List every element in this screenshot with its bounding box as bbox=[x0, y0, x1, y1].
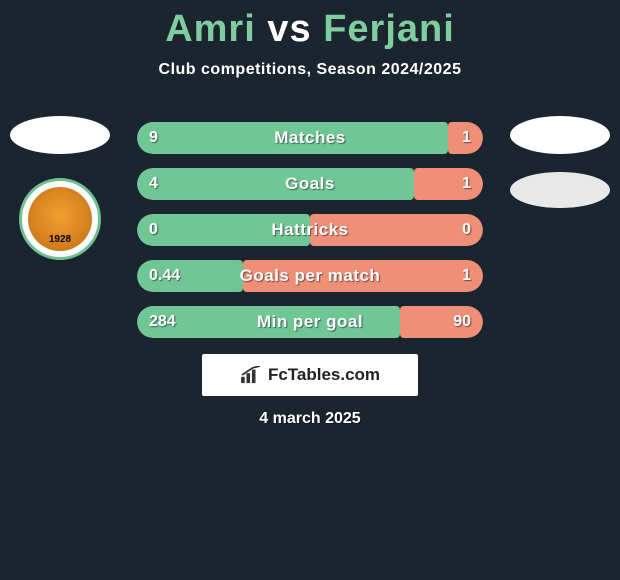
stat-label: Goals per match bbox=[137, 260, 483, 292]
stat-bars-container: 91Matches 41Goals 00Hattricks 0.441Goals pe… bbox=[137, 122, 483, 352]
comparison-subtitle: Club competitions, Season 2024/2025 bbox=[0, 61, 620, 79]
brand-text: FcTables.com bbox=[268, 365, 380, 385]
stat-row: 91Matches bbox=[137, 122, 483, 154]
player2-name: Ferjani bbox=[323, 8, 455, 50]
player1-avatar-placeholder bbox=[10, 116, 110, 154]
footer-date: 4 march 2025 bbox=[0, 410, 620, 428]
player1-name: Amri bbox=[165, 8, 256, 50]
player2-club-placeholder bbox=[510, 172, 610, 208]
comparison-title: Amri vs Ferjani bbox=[0, 0, 620, 51]
stat-label: Min per goal bbox=[137, 306, 483, 338]
stat-label: Matches bbox=[137, 122, 483, 154]
stat-row: 41Goals bbox=[137, 168, 483, 200]
stat-label: Goals bbox=[137, 168, 483, 200]
stat-label: Hattricks bbox=[137, 214, 483, 246]
stat-row: 28490Min per goal bbox=[137, 306, 483, 338]
stat-row: 0.441Goals per match bbox=[137, 260, 483, 292]
barchart-icon bbox=[240, 366, 262, 384]
club-badge-inner: 1928 bbox=[28, 187, 92, 251]
vs-separator: vs bbox=[267, 8, 311, 50]
player2-avatar-placeholder bbox=[510, 116, 610, 154]
brand-watermark: FcTables.com bbox=[202, 354, 418, 396]
club-founding-year: 1928 bbox=[49, 234, 71, 245]
player1-club-badge: 1928 bbox=[19, 178, 101, 260]
stat-row: 00Hattricks bbox=[137, 214, 483, 246]
